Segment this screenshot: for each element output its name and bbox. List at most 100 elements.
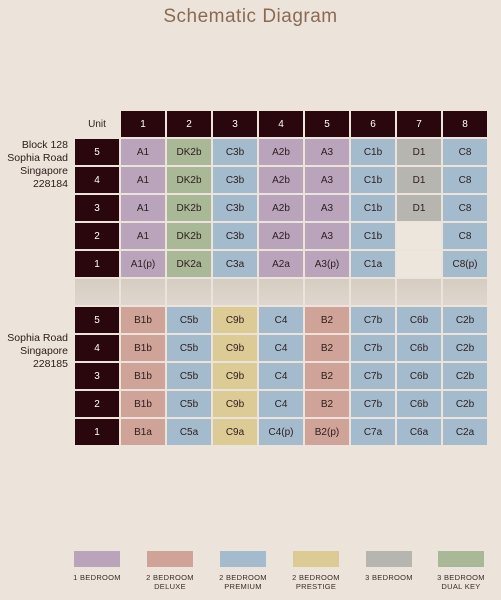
page-title: Schematic Diagram <box>163 6 338 27</box>
legend-item: 2 BEDROOM DELUXE <box>135 551 205 591</box>
unit-cell: C6a <box>397 419 441 445</box>
legend-label-line1: 3 BEDROOM <box>437 573 485 582</box>
unit-cell: A3(p) <box>305 251 349 277</box>
unit-cell: C5b <box>167 363 211 389</box>
legend-swatch <box>147 551 193 567</box>
unit-cell: C3b <box>213 167 257 193</box>
level-label: 1 <box>75 419 119 445</box>
unit-cell: C6b <box>397 335 441 361</box>
unit-cell: C1b <box>351 139 395 165</box>
legend-label-line2: DUAL KEY <box>441 582 481 591</box>
unit-cell: C1b <box>351 195 395 221</box>
block-label-top: Block 128 Sophia Road Singapore 228184 <box>0 139 68 191</box>
unit-cell: D1 <box>397 139 441 165</box>
legend-label: 2 BEDROOM PREMIUM <box>208 573 278 591</box>
empty-unit-cell <box>397 223 441 249</box>
legend-item: 3 BEDROOM <box>354 551 424 582</box>
unit-cell: A2b <box>259 167 303 193</box>
block-divider <box>167 279 211 305</box>
level-label: 5 <box>75 139 119 165</box>
unit-cell: A1 <box>121 223 165 249</box>
legend-label-line2: DELUXE <box>154 582 186 591</box>
unit-cell: C4 <box>259 335 303 361</box>
empty-unit-cell <box>397 251 441 277</box>
level-label: 1 <box>75 251 119 277</box>
block-number: Block 128 <box>21 139 68 151</box>
legend-item: 3 BEDROOM DUAL KEY <box>426 551 496 591</box>
unit-cell: B2 <box>305 363 349 389</box>
column-header: 4 <box>259 111 303 137</box>
level-label: 4 <box>75 335 119 361</box>
unit-cell: A1 <box>121 195 165 221</box>
unit-cell: C8(p) <box>443 251 487 277</box>
legend-label-line1: 2 BEDROOM <box>219 573 267 582</box>
unit-cell: C3b <box>213 139 257 165</box>
column-header: 3 <box>213 111 257 137</box>
block-divider <box>75 279 119 305</box>
unit-cell: A2b <box>259 139 303 165</box>
unit-cell: C5b <box>167 335 211 361</box>
unit-header: Unit <box>88 118 106 130</box>
level-label: 2 <box>75 391 119 417</box>
unit-cell: C6b <box>397 363 441 389</box>
legend-swatch <box>74 551 120 567</box>
unit-cell: C5b <box>167 391 211 417</box>
legend-swatch <box>293 551 339 567</box>
unit-cell: DK2b <box>167 139 211 165</box>
unit-cell: C5b <box>167 307 211 333</box>
legend-label-line2: PRESTIGE <box>295 582 337 591</box>
unit-cell: B1b <box>121 391 165 417</box>
legend-label: 2 BEDROOM PRESTIGE <box>281 573 351 591</box>
unit-cell: DK2b <box>167 223 211 249</box>
legend-swatch <box>366 551 412 567</box>
level-label: 3 <box>75 195 119 221</box>
legend-label-line1: 2 BEDROOM <box>146 573 194 582</box>
legend-label-line2: PREMIUM <box>224 582 262 591</box>
unit-cell: C9b <box>213 307 257 333</box>
unit-cell: C9b <box>213 363 257 389</box>
level-label: 5 <box>75 307 119 333</box>
level-label: 2 <box>75 223 119 249</box>
unit-cell: C3b <box>213 223 257 249</box>
unit-schematic-grid: Unit 1 2 3 4 5 6 7 8 5 A1 DK2b C3b A2b A3 C1b D1 C8 4 A1 DK2… <box>75 111 487 445</box>
unit-cell: C2b <box>443 307 487 333</box>
block-divider <box>121 279 165 305</box>
legend-swatch <box>438 551 484 567</box>
unit-cell: C7b <box>351 335 395 361</box>
unit-cell: C9b <box>213 335 257 361</box>
unit-cell: B1a <box>121 419 165 445</box>
unit-cell: B1b <box>121 363 165 389</box>
legend: 1 BEDROOM 2 BEDROOM DELUXE 2 BEDROOM PREMIUM… <box>0 551 501 600</box>
unit-cell: C7b <box>351 363 395 389</box>
legend-label: 3 BEDROOM <box>354 573 424 582</box>
unit-cell: B2 <box>305 307 349 333</box>
block-city: Singapore <box>20 165 68 177</box>
unit-cell: C5a <box>167 419 211 445</box>
unit-cell: A1(p) <box>121 251 165 277</box>
unit-cell: C8 <box>443 195 487 221</box>
unit-cell: C7b <box>351 391 395 417</box>
unit-cell: DK2b <box>167 195 211 221</box>
column-header: 5 <box>305 111 349 137</box>
unit-cell: C2b <box>443 363 487 389</box>
unit-cell: D1 <box>397 195 441 221</box>
unit-cell: C2b <box>443 391 487 417</box>
level-label: 3 <box>75 363 119 389</box>
unit-cell: C1b <box>351 223 395 249</box>
unit-cell: A2a <box>259 251 303 277</box>
unit-cell: D1 <box>397 167 441 193</box>
unit-cell: C1a <box>351 251 395 277</box>
column-header: 2 <box>167 111 211 137</box>
legend-label: 1 BEDROOM <box>62 573 132 582</box>
unit-cell: C2b <box>443 335 487 361</box>
unit-cell: C3a <box>213 251 257 277</box>
column-header: 7 <box>397 111 441 137</box>
block-divider <box>213 279 257 305</box>
legend-swatch <box>220 551 266 567</box>
unit-cell: A2b <box>259 195 303 221</box>
block-street: Sophia Road <box>7 152 68 164</box>
level-label: 4 <box>75 167 119 193</box>
unit-cell: C1b <box>351 167 395 193</box>
column-header: 1 <box>121 111 165 137</box>
legend-label: 2 BEDROOM DELUXE <box>135 573 205 591</box>
